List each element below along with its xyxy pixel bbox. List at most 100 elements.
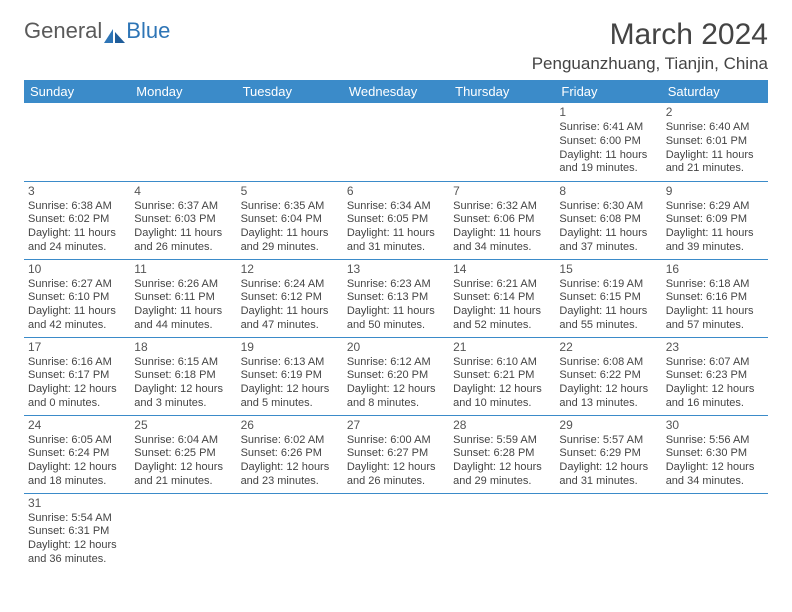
calendar-day-cell: 3Sunrise: 6:38 AMSunset: 6:02 PMDaylight… xyxy=(24,181,130,259)
sunrise-text: Sunrise: 6:07 AM xyxy=(666,356,764,370)
sunset-text: Sunset: 6:05 PM xyxy=(347,213,445,227)
sunrise-text: Sunrise: 6:05 AM xyxy=(28,434,126,448)
day-number: 10 xyxy=(28,262,126,277)
calendar-empty-cell xyxy=(449,103,555,181)
sunrise-text: Sunrise: 6:23 AM xyxy=(347,278,445,292)
sunset-text: Sunset: 6:13 PM xyxy=(347,291,445,305)
daylight-text: Daylight: 12 hours and 8 minutes. xyxy=(347,383,445,411)
calendar-day-cell: 17Sunrise: 6:16 AMSunset: 6:17 PMDayligh… xyxy=(24,337,130,415)
calendar-week-row: 3Sunrise: 6:38 AMSunset: 6:02 PMDaylight… xyxy=(24,181,768,259)
daylight-text: Daylight: 11 hours and 44 minutes. xyxy=(134,305,232,333)
daylight-text: Daylight: 12 hours and 29 minutes. xyxy=(453,461,551,489)
calendar-week-row: 31Sunrise: 5:54 AMSunset: 6:31 PMDayligh… xyxy=(24,493,768,571)
sunrise-text: Sunrise: 6:16 AM xyxy=(28,356,126,370)
sunrise-text: Sunrise: 6:41 AM xyxy=(559,121,657,135)
day-number: 3 xyxy=(28,184,126,199)
weekday-header-row: Sunday Monday Tuesday Wednesday Thursday… xyxy=(24,80,768,103)
calendar-day-cell: 10Sunrise: 6:27 AMSunset: 6:10 PMDayligh… xyxy=(24,259,130,337)
calendar-day-cell: 27Sunrise: 6:00 AMSunset: 6:27 PMDayligh… xyxy=(343,415,449,493)
sunset-text: Sunset: 6:20 PM xyxy=(347,369,445,383)
header: General Blue March 2024 Penguanzhuang, T… xyxy=(24,18,768,74)
sunrise-text: Sunrise: 6:13 AM xyxy=(241,356,339,370)
daylight-text: Daylight: 11 hours and 39 minutes. xyxy=(666,227,764,255)
calendar-empty-cell xyxy=(130,103,236,181)
calendar-day-cell: 20Sunrise: 6:12 AMSunset: 6:20 PMDayligh… xyxy=(343,337,449,415)
day-number: 12 xyxy=(241,262,339,277)
day-number: 1 xyxy=(559,105,657,120)
daylight-text: Daylight: 12 hours and 34 minutes. xyxy=(666,461,764,489)
daylight-text: Daylight: 11 hours and 26 minutes. xyxy=(134,227,232,255)
sunset-text: Sunset: 6:09 PM xyxy=(666,213,764,227)
sunset-text: Sunset: 6:08 PM xyxy=(559,213,657,227)
day-number: 23 xyxy=(666,340,764,355)
daylight-text: Daylight: 11 hours and 47 minutes. xyxy=(241,305,339,333)
daylight-text: Daylight: 11 hours and 57 minutes. xyxy=(666,305,764,333)
day-number: 22 xyxy=(559,340,657,355)
day-number: 27 xyxy=(347,418,445,433)
sunrise-text: Sunrise: 6:32 AM xyxy=(453,200,551,214)
calendar-day-cell: 30Sunrise: 5:56 AMSunset: 6:30 PMDayligh… xyxy=(662,415,768,493)
daylight-text: Daylight: 12 hours and 26 minutes. xyxy=(347,461,445,489)
day-number: 14 xyxy=(453,262,551,277)
sunset-text: Sunset: 6:31 PM xyxy=(28,525,126,539)
weekday-header: Sunday xyxy=(24,80,130,103)
day-number: 8 xyxy=(559,184,657,199)
calendar-day-cell: 26Sunrise: 6:02 AMSunset: 6:26 PMDayligh… xyxy=(237,415,343,493)
sunrise-text: Sunrise: 6:40 AM xyxy=(666,121,764,135)
sunset-text: Sunset: 6:22 PM xyxy=(559,369,657,383)
day-number: 30 xyxy=(666,418,764,433)
sunset-text: Sunset: 6:12 PM xyxy=(241,291,339,305)
weekday-header: Wednesday xyxy=(343,80,449,103)
day-number: 13 xyxy=(347,262,445,277)
calendar-empty-cell xyxy=(24,103,130,181)
sunrise-text: Sunrise: 6:37 AM xyxy=(134,200,232,214)
daylight-text: Daylight: 12 hours and 3 minutes. xyxy=(134,383,232,411)
daylight-text: Daylight: 12 hours and 23 minutes. xyxy=(241,461,339,489)
sunrise-text: Sunrise: 6:19 AM xyxy=(559,278,657,292)
sunset-text: Sunset: 6:28 PM xyxy=(453,447,551,461)
calendar-day-cell: 25Sunrise: 6:04 AMSunset: 6:25 PMDayligh… xyxy=(130,415,236,493)
sunset-text: Sunset: 6:19 PM xyxy=(241,369,339,383)
calendar-week-row: 1Sunrise: 6:41 AMSunset: 6:00 PMDaylight… xyxy=(24,103,768,181)
sunset-text: Sunset: 6:16 PM xyxy=(666,291,764,305)
day-number: 6 xyxy=(347,184,445,199)
calendar-week-row: 24Sunrise: 6:05 AMSunset: 6:24 PMDayligh… xyxy=(24,415,768,493)
daylight-text: Daylight: 11 hours and 50 minutes. xyxy=(347,305,445,333)
sunset-text: Sunset: 6:00 PM xyxy=(559,135,657,149)
weekday-header: Friday xyxy=(555,80,661,103)
sunset-text: Sunset: 6:25 PM xyxy=(134,447,232,461)
sunset-text: Sunset: 6:21 PM xyxy=(453,369,551,383)
day-number: 2 xyxy=(666,105,764,120)
sunrise-text: Sunrise: 6:02 AM xyxy=(241,434,339,448)
day-number: 31 xyxy=(28,496,126,511)
day-number: 24 xyxy=(28,418,126,433)
calendar-empty-cell xyxy=(449,493,555,571)
day-number: 16 xyxy=(666,262,764,277)
sunset-text: Sunset: 6:23 PM xyxy=(666,369,764,383)
daylight-text: Daylight: 12 hours and 36 minutes. xyxy=(28,539,126,567)
calendar-empty-cell xyxy=(130,493,236,571)
calendar-day-cell: 12Sunrise: 6:24 AMSunset: 6:12 PMDayligh… xyxy=(237,259,343,337)
calendar-day-cell: 23Sunrise: 6:07 AMSunset: 6:23 PMDayligh… xyxy=(662,337,768,415)
sunset-text: Sunset: 6:06 PM xyxy=(453,213,551,227)
day-number: 29 xyxy=(559,418,657,433)
calendar-week-row: 17Sunrise: 6:16 AMSunset: 6:17 PMDayligh… xyxy=(24,337,768,415)
daylight-text: Daylight: 12 hours and 21 minutes. xyxy=(134,461,232,489)
sunrise-text: Sunrise: 5:59 AM xyxy=(453,434,551,448)
calendar-day-cell: 4Sunrise: 6:37 AMSunset: 6:03 PMDaylight… xyxy=(130,181,236,259)
calendar-day-cell: 5Sunrise: 6:35 AMSunset: 6:04 PMDaylight… xyxy=(237,181,343,259)
sunrise-text: Sunrise: 6:12 AM xyxy=(347,356,445,370)
calendar-empty-cell xyxy=(343,103,449,181)
day-number: 25 xyxy=(134,418,232,433)
sunset-text: Sunset: 6:10 PM xyxy=(28,291,126,305)
day-number: 19 xyxy=(241,340,339,355)
calendar-day-cell: 31Sunrise: 5:54 AMSunset: 6:31 PMDayligh… xyxy=(24,493,130,571)
title-block: March 2024 Penguanzhuang, Tianjin, China xyxy=(532,18,768,74)
daylight-text: Daylight: 11 hours and 31 minutes. xyxy=(347,227,445,255)
daylight-text: Daylight: 12 hours and 18 minutes. xyxy=(28,461,126,489)
day-number: 20 xyxy=(347,340,445,355)
day-number: 28 xyxy=(453,418,551,433)
sunset-text: Sunset: 6:02 PM xyxy=(28,213,126,227)
sunrise-text: Sunrise: 6:29 AM xyxy=(666,200,764,214)
brand-part1: General xyxy=(24,18,102,44)
